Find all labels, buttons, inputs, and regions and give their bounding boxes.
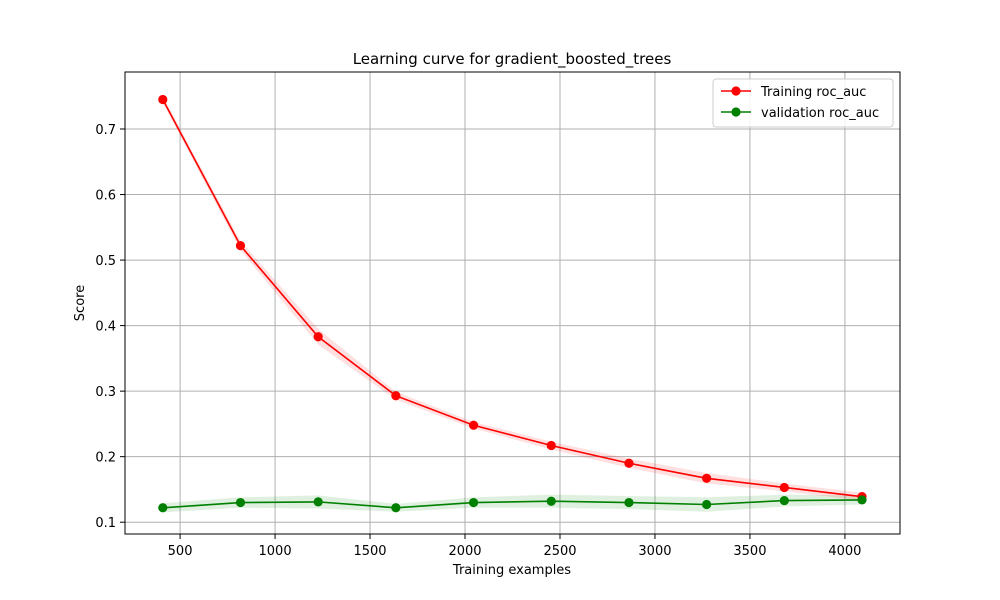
series-0-point: [546, 440, 556, 451]
legend: Training roc_auc validation roc_auc: [712, 78, 894, 128]
y-axis-label: Score: [73, 285, 88, 321]
series-0-line: [162, 99, 863, 498]
x-axis-ticks: 500 1000 1500 2000 2500 3000 3500 4000: [168, 534, 861, 559]
series-0-point: [313, 332, 323, 342]
series-0-point: [158, 94, 168, 105]
y-tick-label: 0.2: [95, 451, 116, 466]
series-1-point: [313, 497, 323, 507]
legend-marker-0: [731, 86, 741, 96]
x-tick-label: 1500: [353, 544, 386, 559]
x-axis-label: Training examples: [452, 563, 571, 578]
series-1-point: [235, 497, 246, 508]
x-tick-label: 500: [168, 544, 193, 559]
legend-label-0: Training roc_auc: [760, 85, 866, 100]
x-tick-label: 3000: [638, 544, 671, 559]
series-1-point: [779, 495, 789, 506]
chart-title: Learning curve for gradient_boosted_tree…: [353, 50, 672, 69]
std-bands: [162, 96, 863, 513]
series-1-point: [158, 503, 168, 513]
series-1-line: [162, 499, 863, 509]
series-1-point: [624, 497, 634, 508]
grid-lines: [125, 72, 900, 534]
legend-label-1: validation roc_auc: [761, 106, 879, 121]
y-axis-ticks: 0.1 0.2 0.3 0.4 0.5 0.6 0.7: [95, 123, 125, 531]
series-0-std-band: [162, 96, 863, 501]
x-tick-label: 1000: [259, 544, 292, 559]
y-tick-label: 0.5: [95, 254, 116, 269]
x-tick-label: 2000: [448, 544, 481, 559]
y-tick-label: 0.6: [95, 189, 116, 204]
series-0-point: [468, 420, 479, 430]
y-tick-label: 0.7: [95, 123, 116, 138]
series-1-std-band: [162, 494, 863, 513]
series-lines: [162, 99, 863, 509]
series-0-point: [779, 482, 789, 493]
legend-marker-1: [731, 107, 741, 117]
series-1-point: [468, 497, 479, 508]
series-1-point: [546, 496, 556, 506]
y-tick-label: 0.3: [95, 385, 116, 400]
series-1-point: [702, 499, 712, 510]
series-1-point: [391, 503, 401, 513]
series-0-point: [624, 458, 634, 468]
series-points: [158, 94, 867, 513]
y-tick-label: 0.4: [95, 320, 116, 335]
series-0-point: [702, 473, 712, 483]
y-tick-label: 0.1: [95, 516, 116, 531]
series-0-point: [235, 241, 246, 251]
series-1-point: [857, 495, 867, 505]
series-0-point: [391, 391, 401, 401]
legend-box: [712, 78, 894, 128]
plot-frame: [124, 71, 901, 535]
x-tick-label: 2500: [543, 544, 576, 559]
x-tick-label: 4000: [828, 544, 861, 559]
x-tick-label: 3500: [733, 544, 766, 559]
